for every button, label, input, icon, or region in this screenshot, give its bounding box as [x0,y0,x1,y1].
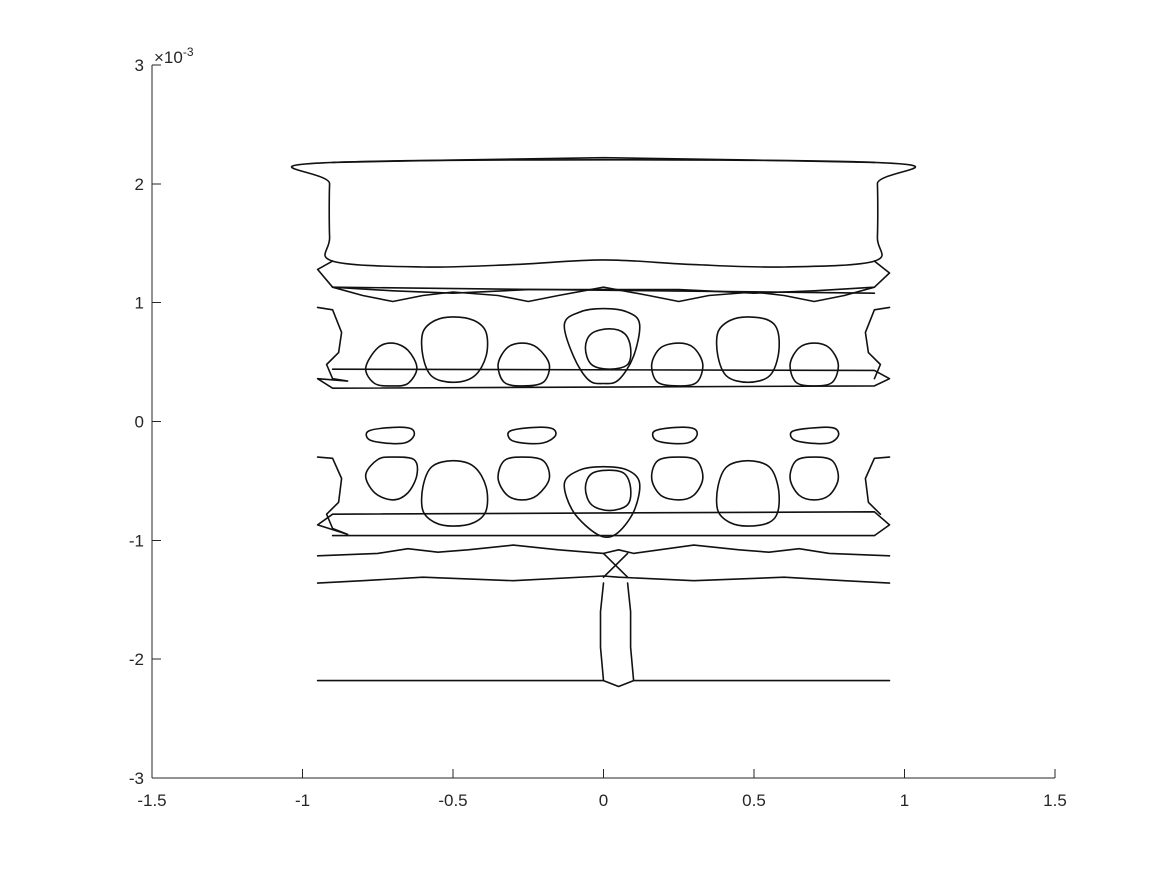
contour-curve [564,467,640,538]
y-tick-label: -3 [129,769,144,788]
y-ticks: -3 -2 -1 0 1 2 3 [129,56,161,788]
y-exponent-label: ×10-3 [154,45,194,67]
plot-area [292,158,916,687]
contour-curve [585,470,630,510]
x-tick-label: 0.5 [742,791,766,810]
x-tick-label: 1.5 [1043,791,1067,810]
x-ticks: -1.5 -1 -0.5 0 0.5 1 1.5 [137,769,1066,810]
contour-curve [498,343,549,386]
y-tick-label: 2 [135,175,144,194]
contour-curve [865,457,889,514]
y-tick-label: -2 [129,650,144,669]
contour-curve [498,457,549,500]
contour-curve [366,343,417,386]
contour-curve [422,317,488,382]
contour-curve [366,427,414,443]
contour-curve [292,160,916,267]
contour-curve [717,461,780,526]
contour-curve [652,457,703,500]
contour-curve [318,681,890,687]
x-tick-label: 1 [900,791,909,810]
y-tick-label: -1 [129,531,144,550]
contour-curve [564,309,639,384]
x-tick-label: 0 [599,791,608,810]
y-tick-label: 0 [135,413,144,432]
contour-curve [508,427,556,443]
contour-curve [652,343,703,386]
x-tick-label: -1 [295,791,310,810]
contour-curve [318,307,890,388]
contour-curve [790,457,838,500]
x-tick-label: -0.5 [438,791,467,810]
contour-curve [717,317,780,382]
x-tick-label: -1.5 [137,791,166,810]
contour-curve [366,457,418,500]
y-tick-label: 1 [135,294,144,313]
contour-curve [628,583,634,681]
contour-curve [422,461,488,526]
contour-curve [653,427,698,443]
contour-curve [790,427,838,443]
contour-curve [601,583,604,681]
y-exponent-power: -3 [183,45,194,59]
y-tick-label: 3 [135,56,144,75]
y-exponent-base: ×10 [154,48,183,67]
contour-curve [865,307,889,378]
contour-curve [585,329,630,369]
contour-curve [790,343,838,386]
